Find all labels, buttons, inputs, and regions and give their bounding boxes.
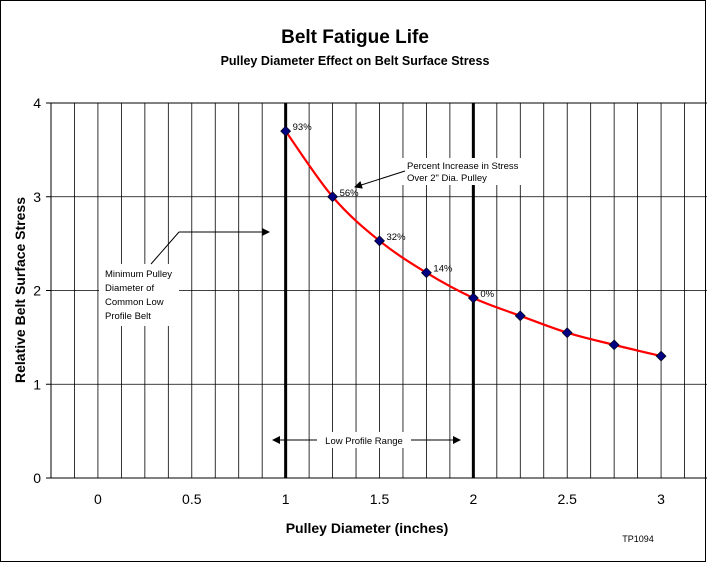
- data-point: [467, 292, 479, 304]
- annotation-min-line2: Diameter of: [105, 283, 154, 294]
- annotation-min-pulley: Minimum Pulley Diameter of Common Low Pr…: [99, 228, 270, 326]
- data-point: [655, 350, 667, 362]
- data-point: [514, 310, 526, 322]
- data-point: [280, 125, 292, 137]
- annotation-min-connector: [150, 231, 180, 265]
- x-tick-label: 0.5: [182, 491, 202, 507]
- x-tick-label: 2: [469, 491, 477, 507]
- annotation-low-profile-range: Low Profile Range: [272, 432, 461, 448]
- annotation-stress-increase: Percent Increase in Stress Over 2" Dia. …: [354, 158, 531, 189]
- data-point: [374, 235, 385, 247]
- annotation-min-box: [99, 264, 179, 326]
- data-series: 93% 56% 32% 14% 0%: [280, 122, 667, 362]
- annotation-min-line1: Minimum Pulley: [105, 269, 172, 280]
- data-label: 56%: [340, 188, 360, 199]
- x-tick-label: 1.5: [370, 491, 390, 507]
- annotation-stress-arrow: [354, 170, 406, 189]
- data-label: 14%: [433, 264, 453, 275]
- range-label: Low Profile Range: [325, 436, 403, 447]
- tick-labels: 0 0.5 1 1.5 2 2.5 3 0 1 2 3 4: [33, 95, 665, 507]
- chart-title: Belt Fatigue Life: [281, 27, 429, 48]
- annotation-stress-line2: Over 2" Dia. Pulley: [407, 173, 487, 184]
- annotation-stress-line1: Percent Increase in Stress: [407, 161, 519, 172]
- y-tick-label: 1: [33, 376, 41, 392]
- annotation-min-line4: Profile Belt: [105, 311, 151, 322]
- y-axis-label: Relative Belt Surface Stress: [12, 197, 28, 383]
- data-point: [421, 267, 432, 279]
- range-label-box: [317, 432, 411, 448]
- data-label: 0%: [480, 289, 494, 300]
- y-tick-label: 3: [33, 189, 41, 205]
- x-tick-label: 2.5: [557, 491, 577, 507]
- data-label: 32%: [387, 232, 407, 243]
- x-tick-label: 3: [657, 491, 665, 507]
- x-axis-label: Pulley Diameter (inches): [286, 520, 449, 536]
- data-point: [561, 327, 573, 339]
- y-tick-label: 2: [33, 283, 41, 299]
- y-tick-label: 0: [33, 470, 41, 486]
- data-label: 93%: [293, 122, 313, 133]
- data-point: [327, 191, 338, 203]
- x-tick-label: 1: [282, 491, 290, 507]
- chart-subtitle: Pulley Diameter Effect on Belt Surface S…: [221, 54, 490, 68]
- grid: [51, 102, 708, 479]
- annotation-stress-box: [401, 158, 531, 185]
- annotation-min-line3: Common Low: [105, 297, 164, 308]
- y-tick-label: 4: [33, 95, 41, 111]
- x-tick-label: 0: [94, 491, 102, 507]
- figure-code: TP1094: [622, 534, 654, 544]
- data-point: [608, 339, 620, 351]
